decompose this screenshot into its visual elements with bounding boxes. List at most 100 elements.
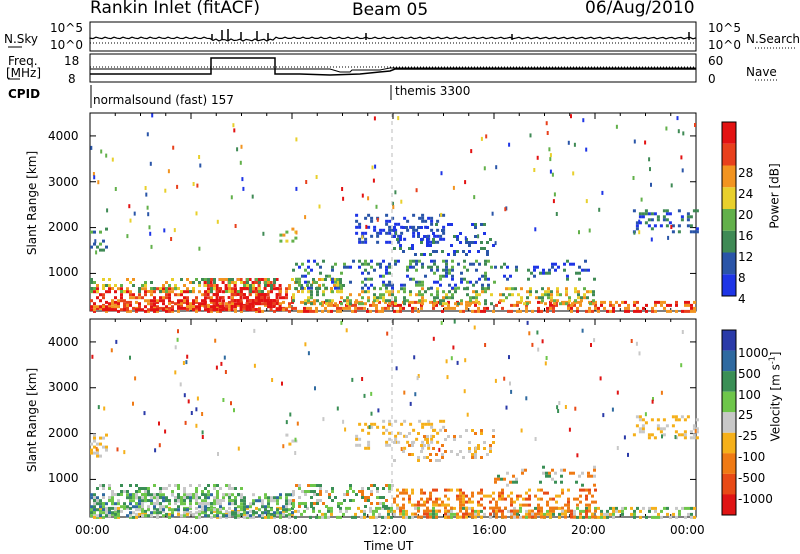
velocity-cell: [543, 515, 546, 519]
power-cell: [660, 300, 663, 304]
velocity-cell: [102, 511, 105, 515]
power-cell: [571, 302, 574, 306]
power-cell: [224, 287, 228, 290]
power-cell: [298, 280, 301, 284]
power-cell: [177, 299, 180, 303]
vel-cb-tick-100: 100: [738, 388, 761, 402]
power-cell: [186, 296, 189, 300]
velocity-point: [201, 435, 204, 439]
power-cell: [275, 293, 279, 296]
velocity-cell: [525, 509, 528, 513]
velocity-cell: [588, 491, 591, 495]
velocity-cell: [378, 512, 381, 516]
power-cell: [484, 271, 487, 275]
power-cell: [159, 296, 162, 300]
velocity-cell: [174, 502, 177, 505]
velocity-point: [340, 320, 343, 325]
power-cell: [207, 281, 210, 284]
power-cell: [439, 274, 442, 278]
power-cell: [454, 302, 457, 306]
power-cell: [215, 293, 219, 296]
power-cell: [394, 302, 397, 306]
velocity-cell: [150, 493, 153, 497]
power-cell: [300, 309, 303, 313]
power-point: [464, 236, 467, 241]
power-point: [567, 140, 570, 145]
velocity-cell: [93, 515, 96, 519]
velocity-cell: [537, 512, 540, 516]
power-cell: [689, 215, 693, 219]
power-cell: [537, 309, 540, 313]
power-cell: [447, 306, 450, 310]
velocity-cell: [168, 515, 171, 519]
power-cell: [273, 309, 276, 313]
power-cell: [421, 299, 424, 303]
power-cell: [484, 277, 487, 281]
power-cell: [436, 240, 440, 244]
velocity-cell: [597, 515, 600, 519]
velocity-cell: [373, 484, 376, 487]
power-cell: [212, 293, 216, 296]
velocity-cell: [647, 433, 651, 437]
velocity-cell: [447, 503, 450, 507]
power-cell: [396, 303, 399, 307]
power-cell: [351, 303, 354, 307]
power-cell: [251, 308, 255, 311]
velocity-cell: [234, 499, 237, 503]
velocity-cell: [105, 433, 108, 437]
power-cell: [436, 228, 440, 232]
power-cell: [252, 284, 255, 287]
velocity-cell: [546, 509, 549, 513]
power-cell: [248, 293, 252, 296]
power-cell: [474, 235, 477, 238]
velocity-cell: [135, 515, 138, 519]
power-cell: [273, 281, 276, 284]
velocity-point: [556, 405, 559, 410]
power-cell: [432, 250, 435, 253]
power-cell: [273, 287, 276, 291]
power-cell: [221, 281, 225, 284]
power-cell: [177, 306, 180, 310]
velocity-cell: [144, 496, 147, 499]
power-cell: [310, 283, 313, 287]
velocity-point: [432, 336, 435, 341]
velocity-cell: [364, 496, 367, 499]
velocity-cell: [316, 499, 319, 502]
power-cell: [99, 306, 102, 310]
power-cb-tick-4: 4: [738, 292, 746, 306]
velocity-cell: [570, 509, 573, 513]
power-cell: [379, 228, 383, 232]
power-cb-tick-20: 20: [738, 208, 754, 222]
velocity-cell: [264, 493, 267, 497]
velocity-cell: [519, 494, 522, 498]
velocity-cell: [102, 484, 105, 487]
velocity-point: [143, 411, 146, 416]
power-cell: [644, 209, 648, 213]
velocity-cell: [252, 499, 255, 503]
power-cell: [448, 271, 451, 275]
velocity-cell: [177, 487, 180, 490]
power-cell: [367, 213, 371, 217]
velocity-cell: [102, 505, 105, 509]
power-cell: [210, 287, 213, 290]
power-cell: [237, 302, 240, 306]
velocity-cell: [382, 419, 386, 423]
velocity-cell: [195, 499, 198, 502]
power-cell: [90, 287, 93, 290]
power-cell: [686, 215, 690, 219]
power-point: [483, 166, 486, 171]
velocity-cell: [192, 493, 195, 496]
velocity-cell: [201, 490, 204, 493]
power-cell: [376, 234, 380, 238]
power-point: [374, 164, 377, 169]
power-cell: [687, 303, 690, 307]
velocity-cell: [310, 496, 313, 499]
power-cell: [503, 274, 506, 278]
velocity-cell: [588, 488, 591, 492]
velocity-cell: [135, 508, 138, 512]
velocity-cell: [510, 497, 513, 501]
velocity-point: [377, 408, 380, 413]
power-cell: [657, 300, 660, 304]
velocity-point: [564, 405, 567, 409]
power-cell: [346, 299, 349, 303]
